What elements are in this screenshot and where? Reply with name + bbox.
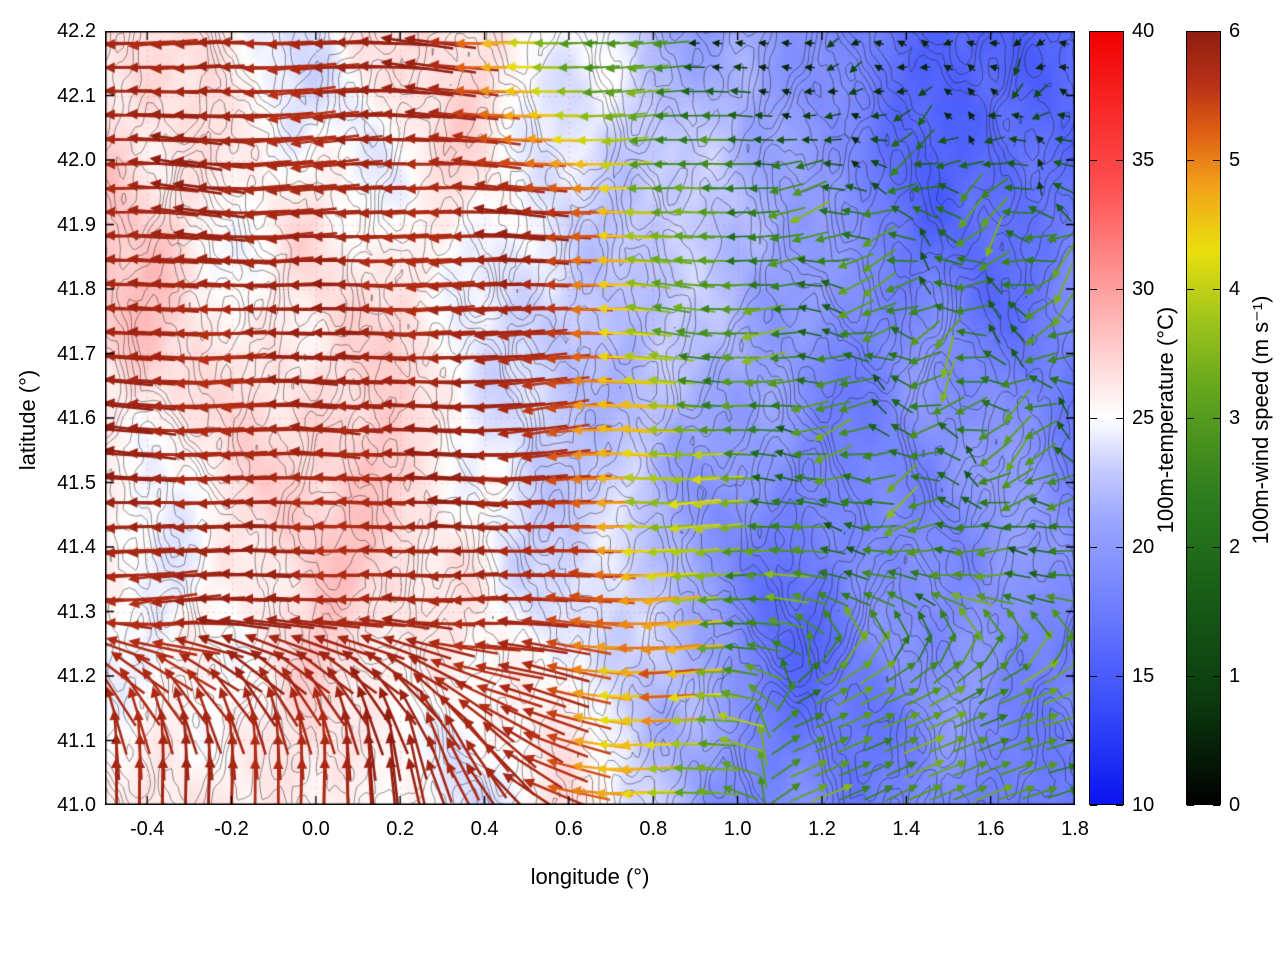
x-tick-label: 0.0 (301, 818, 330, 840)
x-tick-label: 0.2 (386, 818, 415, 840)
colorbar-tick-mark (1213, 805, 1220, 806)
colorbar-tick-mark (1090, 805, 1097, 806)
colorbar-tick-mark (1090, 676, 1097, 677)
colorbar-tick-mark (1213, 289, 1220, 290)
temperature-colorbar-tick-label: 15 (1132, 665, 1155, 687)
y-tick-label: 41.2 (57, 665, 96, 687)
y-tick-label: 41.1 (57, 729, 96, 752)
colorbar-tick-mark (1187, 547, 1194, 548)
colorbar-tick-mark (1116, 676, 1123, 677)
wind-speed-colorbar-tick-label: 6 (1229, 20, 1241, 42)
temperature-colorbar-tick-label: 40 (1132, 20, 1155, 42)
y-tick-label: 41.6 (57, 407, 96, 429)
y-tick-label: 41.9 (57, 213, 96, 236)
temperature-colorbar-tick-label: 10 (1132, 794, 1155, 816)
colorbar-tick-mark (1187, 676, 1194, 677)
colorbar-tick-mark (1116, 160, 1123, 161)
x-tick-label: 1.2 (808, 818, 836, 840)
colorbar-tick-mark (1116, 547, 1123, 548)
y-tick-label: 42.0 (57, 149, 96, 171)
y-tick-label: 42.1 (57, 84, 96, 107)
x-tick-label: -0.4 (129, 818, 165, 840)
colorbar-tick-mark (1116, 418, 1123, 419)
colorbar-tick-mark (1187, 418, 1194, 419)
colorbar-tick-mark (1187, 160, 1194, 161)
colorbar-tick-mark (1090, 547, 1097, 548)
temperature-colorbar-tick-label: 25 (1132, 407, 1155, 429)
colorbar-tick-mark (1116, 289, 1123, 290)
colorbar-tick-mark (1213, 676, 1220, 677)
colorbar-tick-mark (1213, 160, 1220, 161)
x-tick-label: -0.2 (214, 818, 249, 840)
temperature-colorbar-title: 100m-temperature (°C) (1153, 306, 1178, 534)
y-tick-label: 41.3 (57, 600, 96, 623)
colorbar-tick-mark (1090, 160, 1097, 161)
wind-speed-colorbar-tick-label: 5 (1229, 149, 1241, 171)
colorbar-tick-mark (1213, 418, 1220, 419)
colorbar-tick-mark (1116, 805, 1123, 806)
y-tick-label: 41.7 (57, 342, 96, 365)
wind-speed-colorbar-tick-label: 2 (1229, 536, 1241, 558)
x-tick-label: 1.4 (892, 818, 921, 840)
colorbar-tick-mark (1213, 31, 1220, 32)
colorbar-tick-mark (1090, 31, 1097, 32)
colorbar-tick-mark (1090, 418, 1097, 419)
x-tick-label: 0.8 (639, 818, 668, 840)
map-canvas (105, 31, 1075, 805)
y-tick-label: 41.4 (57, 536, 96, 558)
wind-speed-colorbar-tick-label: 4 (1229, 278, 1241, 300)
colorbar-tick-mark (1116, 31, 1123, 32)
y-tick-label: 41.8 (57, 278, 96, 300)
colorbar-tick-mark (1187, 805, 1194, 806)
x-tick-label: 1.8 (1061, 818, 1089, 840)
colorbar-tick-mark (1187, 31, 1194, 32)
x-tick-label: 1.0 (723, 818, 752, 840)
x-tick-label: 0.4 (470, 818, 499, 840)
wind-speed-colorbar-tick-label: 0 (1229, 794, 1241, 816)
temperature-colorbar-tick-label: 30 (1132, 278, 1155, 300)
wind-speed-colorbar-tick-label: 3 (1229, 407, 1241, 429)
y-tick-label: 42.2 (57, 20, 96, 42)
plot-area (105, 31, 1075, 805)
wind-speed-colorbar-tick-label: 1 (1229, 665, 1241, 687)
y-tick-label: 41.0 (57, 794, 96, 816)
temperature-colorbar-tick-label: 35 (1132, 149, 1155, 171)
temperature-colorbar-tick-label: 20 (1132, 536, 1155, 558)
x-tick-label: 0.6 (555, 818, 583, 840)
colorbar-tick-mark (1187, 289, 1194, 290)
colorbar-tick-mark (1213, 547, 1220, 548)
wind-speed-colorbar-title: 100m-wind speed (m s⁻¹) (1248, 295, 1273, 545)
colorbar-tick-mark (1090, 289, 1097, 290)
x-axis-title: longitude (°) (530, 864, 650, 889)
x-tick-label: 1.6 (976, 818, 1005, 840)
y-tick-label: 41.5 (57, 471, 96, 494)
